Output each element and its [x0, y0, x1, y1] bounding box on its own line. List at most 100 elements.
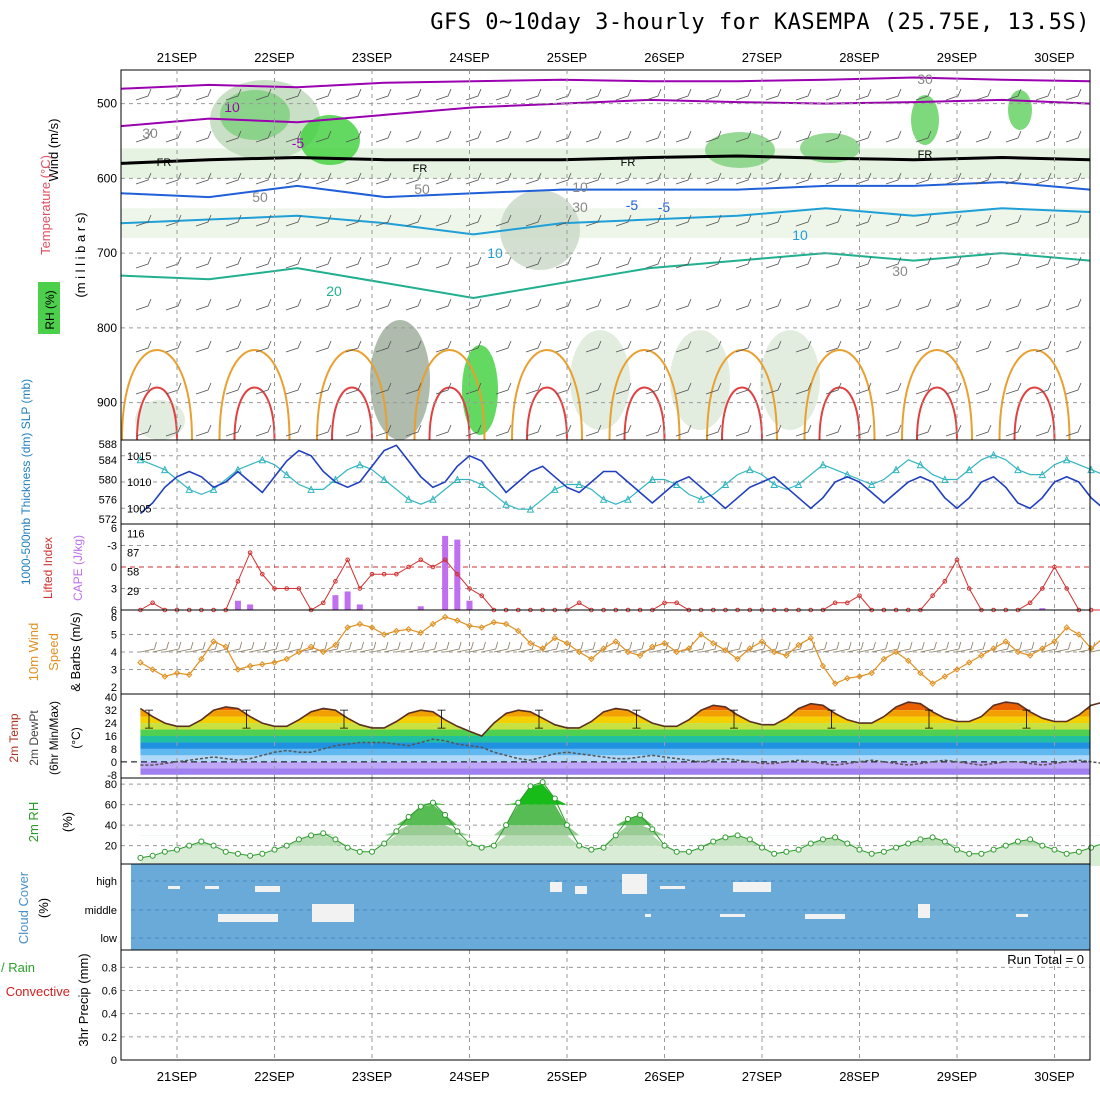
wind-barb — [435, 172, 452, 185]
wind-barb — [225, 88, 242, 101]
rh-fill — [140, 804, 1100, 826]
wind-barb — [525, 172, 542, 185]
x-tick-label-bottom: 21SEP — [157, 1069, 197, 1084]
wind-barb — [627, 641, 645, 653]
wind-barb — [315, 256, 332, 269]
thickness-marker — [794, 480, 803, 488]
li-marker — [235, 579, 241, 584]
wind-barb — [255, 298, 272, 311]
temp-band — [140, 736, 1090, 743]
temp-band — [140, 729, 1090, 736]
wind-barb — [795, 424, 812, 437]
rh-marker — [149, 852, 156, 859]
rh-shade — [500, 190, 580, 270]
cape-bar — [442, 535, 449, 610]
wind-barb — [675, 382, 692, 395]
wind-barb — [795, 340, 812, 353]
rh-marker — [1075, 848, 1082, 855]
y-tick-label: 1005 — [127, 503, 151, 515]
wind-barb — [165, 172, 182, 185]
li-marker — [272, 586, 277, 591]
rh-marker — [807, 840, 814, 847]
wind-barb — [885, 88, 902, 101]
wind-barb — [250, 641, 267, 653]
wind-panel: 6 5 4 3 2 10m Wind Speed & Barbs (m/s) — [26, 610, 1100, 694]
wind-barb — [615, 424, 632, 437]
thickness-marker — [161, 465, 169, 474]
isotherm-warm — [998, 349, 1071, 441]
wind-marker — [624, 648, 632, 656]
y-axis-label: 2m RH — [26, 802, 41, 842]
wind-barb — [795, 214, 812, 227]
thickness-marker — [429, 495, 437, 503]
wind-barb — [1005, 382, 1022, 395]
rh-marker — [429, 799, 436, 806]
wind-marker — [515, 627, 522, 635]
wind-marker — [649, 643, 656, 650]
wind-barb — [585, 172, 602, 185]
rh-marker — [917, 836, 924, 843]
wind-barb — [895, 641, 913, 653]
rh-marker — [515, 799, 522, 806]
x-tick-label-bottom: 26SEP — [644, 1069, 684, 1084]
wind-marker — [612, 638, 619, 645]
cape-li-panel: 6 -3 0 3 6 116 87 58 29 Lifted Index CAPE (J/kg) — [41, 523, 1100, 617]
rh-marker — [186, 842, 193, 849]
wind-barb — [435, 340, 452, 353]
wind-barb — [481, 641, 499, 653]
temp-band — [140, 748, 1090, 756]
rh-marker — [308, 832, 315, 839]
wind-marker — [332, 641, 339, 649]
wind-barb — [225, 641, 243, 653]
wind-barb — [165, 214, 182, 227]
rh-marker — [746, 836, 753, 843]
contour-label: 10 — [224, 99, 240, 115]
wind-barb — [255, 256, 272, 269]
wind-barb — [465, 130, 482, 143]
y-axis-label: CAPE (J/kg) — [71, 535, 85, 601]
li-marker — [479, 593, 484, 598]
wind-barb — [765, 340, 782, 353]
wind-barb — [1065, 382, 1082, 395]
wind-barb — [735, 88, 752, 101]
wind-barb — [495, 340, 512, 353]
wind-barb — [915, 172, 932, 185]
rh-marker — [966, 850, 973, 857]
thickness-marker — [599, 495, 608, 503]
wind-barb — [465, 88, 482, 101]
cape-bar — [417, 606, 424, 610]
wind-barb — [675, 424, 692, 437]
wind-barb — [135, 340, 152, 353]
wind-marker — [880, 655, 888, 663]
wind-barb — [555, 298, 572, 311]
wind-barb — [1035, 340, 1052, 353]
wind-barb — [688, 641, 706, 653]
y-axis-label: Wind (m/s) — [46, 119, 61, 182]
wind-marker — [344, 624, 351, 631]
wind-barb — [135, 88, 152, 101]
wind-barb — [405, 256, 422, 269]
y-tick-label: 588 — [99, 439, 117, 451]
thickness-marker — [453, 475, 462, 484]
y-tick-label: 40 — [105, 820, 117, 832]
y-tick-label: 16 — [105, 731, 117, 743]
wind-marker — [295, 648, 303, 656]
wind-marker — [161, 673, 169, 680]
rh-marker — [880, 848, 887, 855]
wind-marker — [673, 648, 680, 656]
isotherm-hot — [721, 386, 763, 441]
y-tick-label: 600 — [97, 171, 117, 185]
y-tick-label: 6 — [111, 523, 117, 535]
wind-barb — [298, 641, 316, 653]
wind-marker — [905, 657, 912, 664]
y-axis-label: Lifted Index — [41, 537, 55, 599]
wind-barb — [555, 340, 572, 353]
wind-barb — [405, 172, 422, 185]
y-axis-label: (m i l l i b a r s) — [73, 212, 88, 297]
wind-barb — [645, 214, 662, 227]
wind-barb — [1065, 340, 1082, 353]
rh-marker — [490, 842, 497, 849]
wind-barb — [855, 130, 872, 143]
li-marker — [1064, 586, 1069, 591]
wind-barb — [1035, 88, 1052, 101]
